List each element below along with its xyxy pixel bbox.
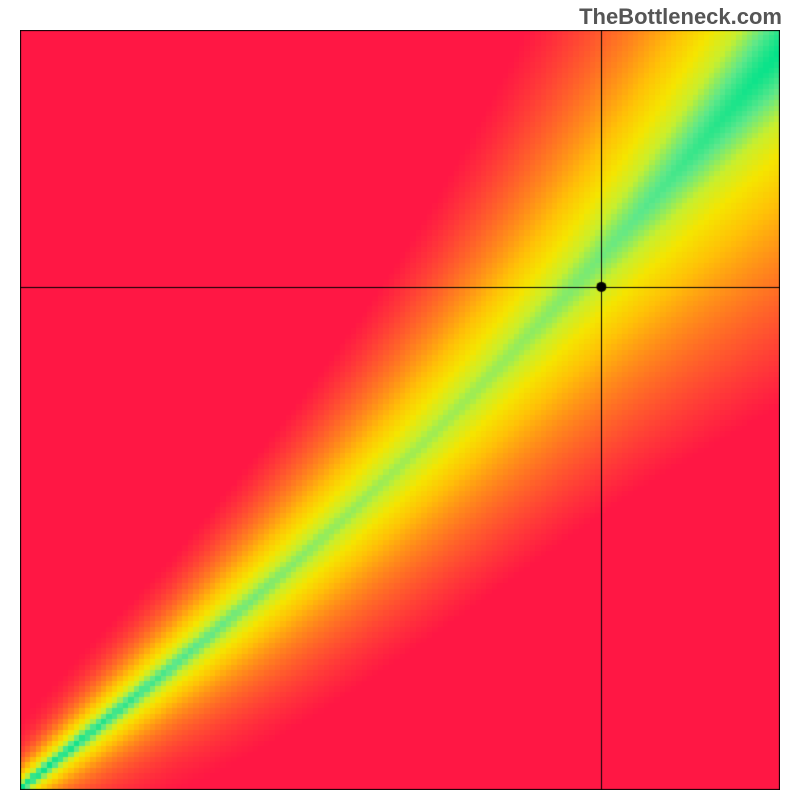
chart-container xyxy=(20,30,780,790)
watermark-text: TheBottleneck.com xyxy=(579,4,782,30)
bottleneck-heatmap xyxy=(20,30,780,790)
